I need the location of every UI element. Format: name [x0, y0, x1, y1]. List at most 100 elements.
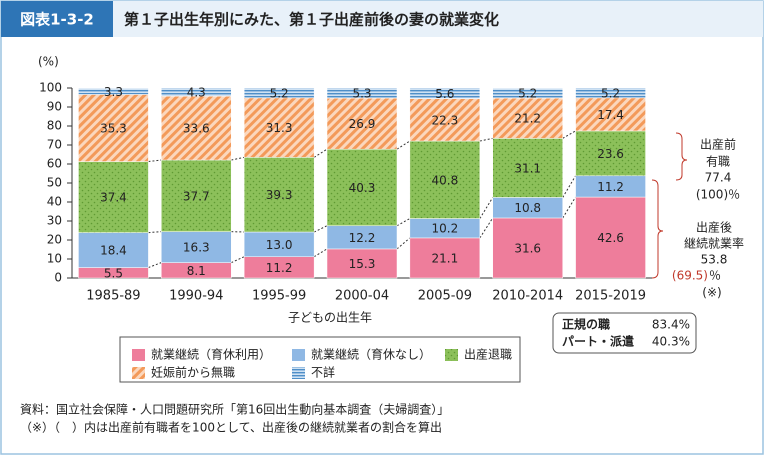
seg-label: 39.3: [266, 188, 293, 202]
annotation: 有職: [706, 155, 730, 169]
box-value: 83.4%: [652, 318, 690, 332]
legend-label: 出産退職: [464, 347, 512, 362]
bar-segment: [243, 157, 315, 233]
seg-label: 40.3: [349, 181, 376, 195]
y-tick-label: 80: [47, 119, 62, 133]
box-value: 40.3%: [652, 335, 690, 349]
connector-line: [313, 248, 328, 258]
y-tick-label: 50: [47, 176, 62, 190]
header-bg: [1, 1, 763, 37]
legend-label: 就業継続（育休なし）: [311, 347, 431, 362]
seg-label: 13.0: [266, 238, 293, 252]
legend-label: 就業継続（育休利用）: [151, 347, 271, 362]
legend-swatch: [132, 367, 145, 379]
seg-label: 12.2: [349, 231, 376, 245]
annotation: (100)％: [696, 188, 740, 202]
note-box: [552, 312, 697, 354]
bar-segment: [161, 231, 232, 263]
bar-segment: [78, 94, 149, 162]
bracket: [651, 179, 664, 279]
bar-segment: [78, 232, 149, 268]
connector-line: [231, 156, 245, 161]
seg-label: 23.6: [597, 147, 624, 161]
connector-line: [562, 175, 577, 198]
header-title: 第１子出生年別にみた、第１子出産前後の妻の就業変化: [124, 11, 499, 29]
connector-line: [396, 237, 411, 250]
annotation: ％: [709, 269, 721, 283]
bar-segment: [161, 159, 232, 232]
annotation: 出産前: [700, 137, 736, 152]
connector-line: [396, 218, 411, 227]
bar-segment: [575, 87, 646, 99]
seg-label: 10.8: [514, 201, 541, 215]
seg-label: 18.4: [100, 244, 127, 258]
seg-label: 31.3: [266, 121, 293, 135]
bar-segment: [575, 196, 646, 279]
bar-segment: [492, 97, 563, 139]
note: 資料：国立社会保障・人口問題研究所「第16回出生動向基本調査（夫婦調査）」: [20, 402, 449, 417]
y-tick-label: 20: [47, 233, 62, 247]
y-tick-label: 100: [39, 81, 62, 95]
box-label: 正規の職: [562, 317, 610, 332]
seg-label: 22.3: [431, 113, 458, 127]
connector-line: [313, 148, 328, 158]
seg-label: 35.3: [100, 121, 127, 135]
bar-segment: [409, 237, 481, 279]
bar-segment: [243, 97, 315, 158]
seg-label: 4.3: [187, 86, 206, 100]
legend-swatch: [445, 349, 458, 361]
annotation: 継続就業率: [684, 236, 744, 251]
seg-label: 33.6: [183, 122, 210, 136]
legend-swatch: [292, 349, 305, 361]
seg-label: 37.7: [183, 189, 210, 203]
annotation: (※): [702, 286, 721, 300]
y-tick-label: 10: [47, 252, 62, 266]
seg-label: 42.6: [597, 231, 624, 245]
x-tick-label: 2010-2014: [492, 289, 563, 304]
y-unit: (%): [38, 55, 59, 69]
connector-line: [479, 197, 494, 219]
bar-segment: [161, 87, 232, 97]
connector-line: [313, 225, 328, 233]
legend-swatch: [292, 367, 305, 379]
seg-label: 10.2: [431, 222, 458, 236]
x-tick-label: 2000-04: [335, 289, 389, 304]
seg-label: 16.3: [183, 241, 210, 255]
seg-label: 21.2: [514, 112, 541, 126]
bar-segment: [409, 87, 481, 99]
bar-segment: [326, 148, 398, 226]
y-tick-label: 40: [47, 195, 62, 209]
connector-line: [479, 137, 493, 142]
annotation: (69.5): [672, 269, 708, 283]
seg-label: 8.1: [187, 264, 206, 278]
seg-label: 31.1: [514, 161, 541, 175]
seg-label: 5.3: [352, 87, 371, 101]
header-badge: [1, 1, 113, 37]
x-tick-label: 1995-99: [252, 289, 306, 304]
bar-segment: [492, 87, 563, 99]
x-tick-label: 1985-89: [86, 289, 140, 304]
connector-line: [562, 196, 576, 219]
legend-swatch: [132, 349, 145, 361]
bar-segment: [161, 95, 232, 161]
seg-label: 26.9: [349, 117, 376, 131]
x-tick-label: 2005-09: [418, 289, 472, 304]
connector-line: [148, 159, 162, 163]
bracket: [675, 132, 688, 181]
bar-segment: [492, 217, 563, 279]
bar-segment: [243, 87, 315, 99]
seg-label: 5.2: [601, 86, 620, 100]
bar-segment: [78, 161, 149, 233]
annotation: 53.8: [701, 253, 728, 267]
bar-segment: [492, 138, 563, 198]
seg-label: 11.2: [266, 261, 293, 275]
seg-label: 5.2: [518, 87, 537, 101]
connector-line: [231, 256, 245, 264]
legend-label: 不詳: [311, 365, 335, 380]
connector-line: [148, 231, 162, 234]
seg-label: 3.3: [104, 85, 123, 99]
legend-label: 妊娠前から無職: [151, 365, 235, 380]
seg-label: 11.2: [597, 180, 624, 194]
bar-segment: [326, 248, 398, 279]
